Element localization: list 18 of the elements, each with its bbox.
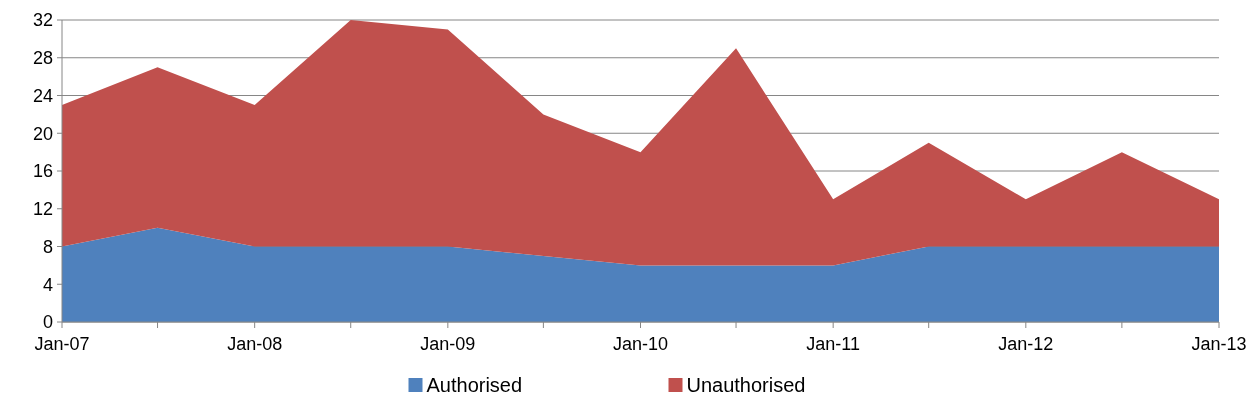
y-tick-label: 28 — [32, 48, 53, 69]
y-tick-label: 12 — [32, 199, 53, 220]
y-tick-label: 0 — [42, 312, 53, 333]
y-tick-label: 16 — [32, 161, 53, 182]
y-tick-label: 24 — [32, 85, 53, 106]
y-tick-label: 20 — [32, 123, 53, 144]
x-tick-label: Jan-12 — [998, 334, 1054, 354]
legend-label: Authorised — [426, 374, 523, 396]
y-tick-label: 4 — [42, 274, 53, 295]
legend-label: Unauthorised — [686, 374, 806, 396]
y-tick-label: 32 — [32, 10, 53, 31]
x-tick-label: Jan-13 — [1191, 334, 1247, 354]
x-tick-label: Jan-07 — [34, 334, 90, 354]
x-tick-label: Jan-10 — [612, 334, 669, 354]
x-tick-label: Jan-11 — [806, 334, 861, 354]
x-tick-label: Jan-08 — [227, 334, 283, 354]
y-tick-label: 8 — [42, 236, 53, 257]
x-tick-label: Jan-09 — [420, 334, 476, 354]
